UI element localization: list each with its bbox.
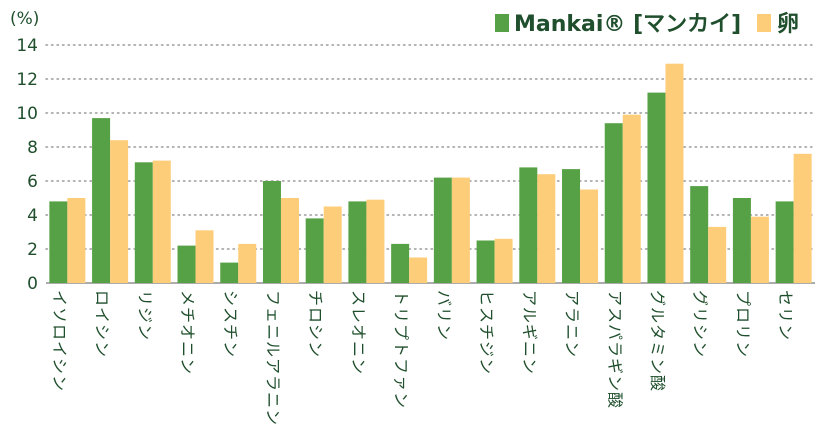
x-category-label: シスチン xyxy=(221,290,240,358)
legend-label-mankai: Mankai® [マンカイ] xyxy=(514,12,741,37)
x-category-label: リジン xyxy=(135,290,154,341)
x-axis-labels: イソロイシン ロイシン リジン メチオニン シスチン フェニルアラニン チロシン スレオニン ト… xyxy=(50,290,795,426)
bar-egg xyxy=(238,243,257,283)
x-category-label: トリプトファン xyxy=(392,290,411,409)
x-category-label: グリシン xyxy=(691,290,710,358)
bar-egg xyxy=(537,174,556,283)
grid xyxy=(45,44,816,284)
bar-mankai xyxy=(433,177,452,283)
y-axis-ticks: 0 2 4 6 8 10 12 14 xyxy=(16,36,38,294)
x-category-label: チロシン xyxy=(306,290,325,358)
bar-egg xyxy=(494,238,513,283)
y-tick-label: 12 xyxy=(16,70,38,90)
y-tick-label: 2 xyxy=(27,240,38,260)
y-tick-label: 6 xyxy=(27,172,38,192)
bar-mankai xyxy=(177,245,196,283)
x-category-label: ヒスチジン xyxy=(477,290,496,375)
bar-egg xyxy=(67,198,86,283)
x-category-label: アルギニン xyxy=(520,290,539,375)
bar-egg xyxy=(195,230,214,283)
x-category-label: セリン xyxy=(776,290,795,341)
x-category-label: バリン xyxy=(434,290,453,341)
x-category-label: アスパラギン酸 xyxy=(605,290,624,409)
bar-mankai xyxy=(134,162,153,283)
x-category-label: フェニルアラニン xyxy=(263,290,282,426)
bar-mankai xyxy=(519,167,538,283)
bar-mankai xyxy=(348,201,367,283)
bar-egg xyxy=(323,206,342,283)
bar-mankai xyxy=(562,169,581,283)
bar-mankai xyxy=(647,92,666,283)
bar-egg xyxy=(580,189,599,283)
bar-egg xyxy=(665,63,684,284)
y-unit-label: (%) xyxy=(10,9,39,29)
bar-egg xyxy=(793,153,812,283)
x-category-label: メチオニン xyxy=(178,290,197,375)
bar-mankai xyxy=(305,218,324,283)
bar-egg xyxy=(280,198,299,283)
y-tick-label: 0 xyxy=(27,274,38,294)
bar-egg xyxy=(366,199,385,283)
legend: Mankai® [マンカイ] 卵 xyxy=(495,12,799,37)
bar-egg xyxy=(708,226,727,283)
x-category-label: グルタミン酸 xyxy=(648,290,667,392)
x-category-label: プロリン xyxy=(733,290,752,358)
bar-mankai xyxy=(49,201,68,283)
legend-swatch-mankai xyxy=(495,14,509,32)
bar-mankai xyxy=(604,123,623,283)
bar-mankai xyxy=(690,186,709,283)
y-tick-label: 14 xyxy=(16,36,38,56)
y-tick-label: 10 xyxy=(16,104,38,124)
bar-mankai xyxy=(92,118,111,283)
bars xyxy=(49,63,812,284)
x-category-label: アラニン xyxy=(563,290,582,358)
bar-egg xyxy=(152,160,171,283)
bar-mankai xyxy=(476,240,495,283)
legend-swatch-egg xyxy=(757,14,771,32)
bar-egg xyxy=(451,177,470,283)
y-tick-label: 8 xyxy=(27,138,38,158)
bar-mankai xyxy=(391,243,410,283)
x-category-label: スレオニン xyxy=(349,290,368,375)
legend-label-egg: 卵 xyxy=(777,12,799,37)
bar-mankai xyxy=(775,201,794,283)
bar-mankai xyxy=(732,198,751,283)
x-category-label: ロイシン xyxy=(93,290,112,358)
bar-egg xyxy=(409,257,428,283)
bar-egg xyxy=(750,216,769,283)
bar-mankai xyxy=(220,262,239,283)
bar-egg xyxy=(110,140,129,283)
x-category-label: イソロイシン xyxy=(50,290,69,392)
bar-egg xyxy=(622,114,641,283)
bar-mankai xyxy=(262,181,281,283)
y-tick-label: 4 xyxy=(27,206,38,226)
